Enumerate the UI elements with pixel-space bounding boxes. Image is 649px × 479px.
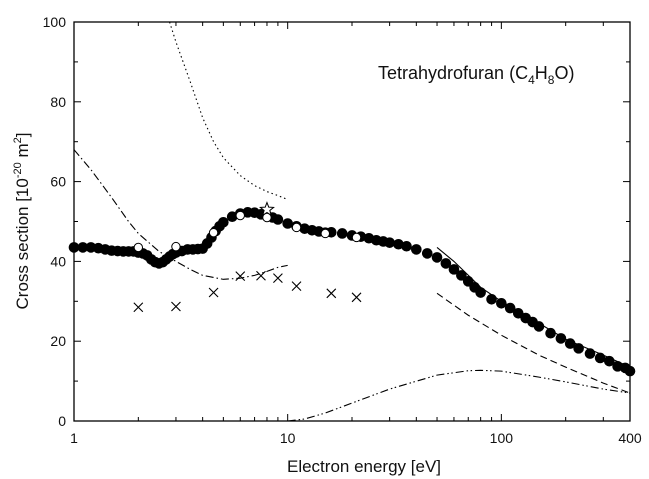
- annotation-end: O): [554, 63, 574, 83]
- y-tick-label: 20: [50, 333, 66, 349]
- open-circle-point: [208, 227, 219, 238]
- dotted-curve: [169, 21, 288, 201]
- x-tick-label: 400: [618, 430, 642, 446]
- filled-circle-point: [421, 248, 433, 259]
- open-circle-point: [262, 212, 272, 223]
- star-point: [258, 201, 275, 217]
- annotation-sub1: 4: [528, 73, 535, 87]
- cross-point: [291, 281, 302, 292]
- dashed-curve: [436, 292, 631, 394]
- compound-annotation: Tetrahydrofuran (C4H8O): [378, 63, 574, 87]
- filled-circle-point: [486, 294, 497, 305]
- x-tick-label: 1: [70, 430, 78, 446]
- cross-point: [133, 302, 144, 313]
- filled-circle-point: [336, 228, 348, 239]
- filled-circle-point: [448, 264, 460, 275]
- filled-circle-point: [431, 252, 443, 263]
- open-circle-point: [351, 232, 362, 243]
- cross-point: [235, 271, 246, 282]
- x-tick-label: 100: [490, 430, 514, 446]
- open-circle-point: [133, 242, 144, 253]
- open-circle-point: [320, 228, 331, 239]
- filled-circle-point: [573, 343, 584, 354]
- filled-circle-point: [226, 211, 238, 223]
- annotation-mid: H: [535, 63, 548, 83]
- dash-dot-curve: [73, 149, 288, 280]
- y-label-prefix: Cross section [10: [13, 178, 32, 309]
- x-axis-label: Electron energy [eV]: [287, 457, 441, 476]
- filled-circle-point: [393, 238, 404, 250]
- filled-circle-point: [504, 302, 516, 314]
- y-label-exp: -20: [12, 162, 24, 178]
- cross-point: [273, 273, 283, 284]
- axis-ticks: 0 20 40 60 80 100 1 10 100 400: [43, 14, 642, 446]
- filled-circle-point: [411, 244, 422, 255]
- cross-point: [326, 288, 337, 299]
- y-tick-label: 80: [50, 94, 66, 110]
- annotation-text: Tetrahydrofuran (C: [378, 63, 528, 83]
- open-circle-point: [171, 241, 181, 252]
- open-circle-point: [235, 210, 245, 221]
- cross-point: [351, 292, 362, 303]
- y-label-unit-exp: 2: [12, 137, 24, 143]
- dash-dot-dot-curve: [287, 369, 631, 422]
- y-tick-label: 60: [50, 174, 66, 190]
- filled-circle-point: [77, 242, 89, 253]
- y-tick-label: 0: [58, 413, 66, 429]
- filled-circle-point: [545, 327, 556, 339]
- filled-circle-point: [475, 287, 486, 298]
- y-label-unit: m: [13, 143, 32, 162]
- solid-curve: [436, 247, 631, 368]
- marker-group: [68, 201, 636, 377]
- filled-circle-point: [272, 214, 284, 225]
- cross-point: [171, 301, 181, 312]
- annotation-sub2: 8: [548, 73, 555, 87]
- filled-circle-point: [282, 218, 293, 229]
- filled-circle-point: [384, 237, 395, 248]
- cross-point: [208, 287, 219, 298]
- filled-circle-point: [456, 270, 467, 281]
- y-tick-label: 40: [50, 253, 66, 269]
- filled-circle-point: [440, 258, 452, 269]
- filled-circle-point: [496, 297, 507, 309]
- filled-circle-point: [555, 333, 567, 344]
- y-axis-label: Cross section [10-20 m2]: [12, 133, 32, 310]
- filled-circle-point: [584, 348, 596, 359]
- filled-circle-point: [533, 321, 545, 332]
- open-circle-point: [291, 222, 302, 233]
- filled-circle-point: [564, 338, 576, 349]
- x-tick-label: 10: [280, 430, 296, 446]
- filled-circle-point: [401, 240, 412, 252]
- filled-circle-point: [218, 216, 229, 228]
- filled-circle-point: [603, 355, 615, 367]
- cross-point: [256, 270, 266, 281]
- y-tick-label: 100: [43, 14, 67, 30]
- filled-circle-point: [594, 352, 606, 364]
- y-label-suffix: ]: [13, 133, 32, 138]
